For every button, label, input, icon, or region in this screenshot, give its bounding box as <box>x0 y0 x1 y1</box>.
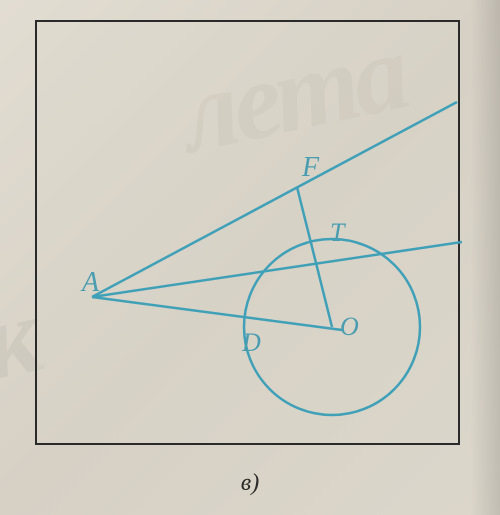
label-f: F <box>302 152 319 184</box>
diagram-frame: A F T D O <box>35 20 460 445</box>
subfigure-caption: в) <box>0 470 500 497</box>
geometry-svg <box>37 22 462 447</box>
page-shadow <box>470 0 500 515</box>
label-t: T <box>330 218 344 248</box>
label-o: O <box>340 312 359 342</box>
label-a: A <box>82 267 99 299</box>
line-af-extended <box>92 102 457 297</box>
line-ao <box>92 297 342 330</box>
paper-background: лета ск A F T D O в) <box>0 0 500 515</box>
line-a-secant <box>92 242 462 297</box>
label-d: D <box>242 328 261 358</box>
line-of <box>297 187 332 327</box>
